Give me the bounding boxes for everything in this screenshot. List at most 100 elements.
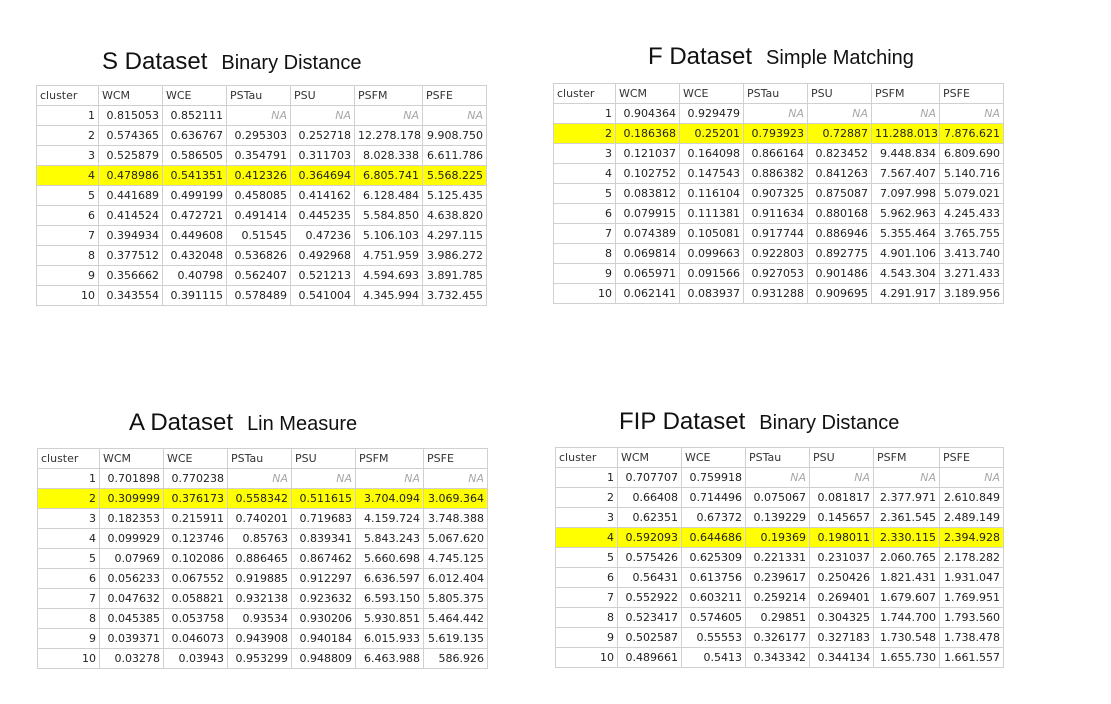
value-cell: 0.03278 (99, 648, 164, 669)
value-cell: 5.464.442 (423, 608, 488, 629)
cluster-cell: 2 (36, 125, 99, 146)
cluster-cell: 4 (555, 527, 618, 548)
cluster-cell: 4 (37, 528, 100, 549)
results-table: cluster WCM WCE PSTau PSU PSFM PSFE 1 0.701898 0.… (37, 448, 488, 669)
header-row: cluster WCM WCE PSTau PSU PSFM PSFE (36, 85, 487, 106)
value-cell: 0.356662 (98, 265, 163, 286)
value-cell: 5.067.620 (423, 528, 488, 549)
distance-measure: Binary Distance (221, 52, 362, 74)
table-row: 5 0.441689 0.499199 0.458085 0.414162 6.128.4… (36, 185, 487, 206)
value-cell: 0.354791 (226, 145, 291, 166)
column-header: cluster (37, 448, 100, 469)
value-cell: 0.927053 (743, 263, 808, 284)
value-cell: 5.106.103 (354, 225, 423, 246)
value-cell: 0.823452 (807, 143, 872, 164)
value-cell: 7.876.621 (939, 123, 1004, 144)
value-cell: 6.809.690 (939, 143, 1004, 164)
value-cell: 0.886382 (743, 163, 808, 184)
value-cell: 5.930.851 (355, 608, 424, 629)
value-cell: 0.326177 (745, 627, 810, 648)
value-cell: 0.231037 (809, 547, 874, 568)
table-row: 6 0.414524 0.472721 0.491414 0.445235 5.584.8… (36, 205, 487, 226)
value-cell: 0.929479 (679, 103, 744, 124)
value-cell: 0.841263 (807, 163, 872, 184)
table-row: 2 0.66408 0.714496 0.075067 0.081817 2.377.97… (555, 487, 1004, 508)
table-row: 2 0.186368 0.25201 0.793923 0.72887 11.288.01… (553, 123, 1004, 144)
value-cell: 11.288.013 (871, 123, 940, 144)
value-cell: 5.140.716 (939, 163, 1004, 184)
cluster-cell: 4 (36, 165, 99, 186)
value-cell: NA (743, 103, 808, 124)
table-row: 8 0.377512 0.432048 0.536826 0.492968 4.751.9… (36, 245, 487, 266)
value-cell: 4.638.820 (422, 205, 487, 226)
cluster-cell: 2 (37, 488, 100, 509)
cluster-cell: 9 (555, 627, 618, 648)
column-header: WCM (615, 83, 680, 104)
column-header: PSFM (355, 448, 424, 469)
value-cell: 0.892775 (807, 243, 872, 264)
value-cell: 0.478986 (98, 165, 163, 186)
value-cell: 0.123746 (163, 528, 228, 549)
table-row: 7 0.047632 0.058821 0.932138 0.923632 6.593.1… (37, 588, 488, 609)
distance-measure: Lin Measure (247, 413, 358, 435)
value-cell: 0.521213 (290, 265, 355, 286)
value-cell: 0.099929 (99, 528, 164, 549)
dataset-name: S Dataset (102, 48, 208, 75)
value-cell: 0.309999 (99, 488, 164, 509)
table-row: 6 0.056233 0.067552 0.919885 0.912297 6.636.5… (37, 568, 488, 589)
table-row: 7 0.552922 0.603211 0.259214 0.269401 1.679.6… (555, 587, 1004, 608)
cluster-cell: 9 (553, 263, 616, 284)
value-cell: 6.611.786 (422, 145, 487, 166)
value-cell: 0.586505 (162, 145, 227, 166)
table-row: 10 0.03278 0.03943 0.953299 0.948809 6.463.98… (37, 648, 488, 669)
value-cell: 0.29851 (745, 607, 810, 628)
value-cell: 7.097.998 (871, 183, 940, 204)
cluster-cell: 10 (555, 647, 618, 668)
column-header: PSFM (871, 83, 940, 104)
header-row: cluster WCM WCE PSTau PSU PSFM PSFE (553, 83, 1004, 104)
value-cell: 0.701898 (99, 468, 164, 489)
table-row: 3 0.182353 0.215911 0.740201 0.719683 4.159.7… (37, 508, 488, 529)
table-row: 6 0.079915 0.111381 0.911634 0.880168 5.962.9… (553, 203, 1004, 224)
value-cell: 0.552922 (617, 587, 682, 608)
value-cell: 3.271.433 (939, 263, 1004, 284)
column-header: PSFM (873, 447, 940, 468)
value-cell: 0.562407 (226, 265, 291, 286)
cluster-cell: 6 (37, 568, 100, 589)
cluster-cell: 8 (36, 245, 99, 266)
value-cell: 0.85763 (227, 528, 292, 549)
column-header: PSTau (227, 448, 292, 469)
value-cell: 0.67372 (681, 507, 746, 528)
value-cell: 0.164098 (679, 143, 744, 164)
value-cell: 0.613756 (681, 567, 746, 588)
value-cell: 0.72887 (807, 123, 872, 144)
value-cell: 0.445235 (290, 205, 355, 226)
header-row: cluster WCM WCE PSTau PSU PSFM PSFE (37, 448, 488, 469)
table-row: 8 0.523417 0.574605 0.29851 0.304325 1.744.70… (555, 607, 1004, 628)
header-row: cluster WCM WCE PSTau PSU PSFM PSFE (555, 447, 1004, 468)
value-cell: 0.558342 (227, 488, 292, 509)
panel-title: F Dataset Simple Matching (648, 43, 914, 71)
column-header: PSFM (354, 85, 423, 106)
value-cell: 0.311703 (290, 145, 355, 166)
value-cell: 0.541004 (290, 285, 355, 306)
value-cell: 0.376173 (163, 488, 228, 509)
value-cell: 0.145657 (809, 507, 874, 528)
value-cell: 4.291.917 (871, 283, 940, 304)
column-header: WCE (681, 447, 746, 468)
value-cell: 0.909695 (807, 283, 872, 304)
value-cell: 0.523417 (617, 607, 682, 628)
column-header: cluster (36, 85, 99, 106)
value-cell: 0.62351 (617, 507, 682, 528)
cluster-cell: 8 (555, 607, 618, 628)
value-cell: 6.012.404 (423, 568, 488, 589)
value-cell: 0.592093 (617, 527, 682, 548)
value-cell: 0.917744 (743, 223, 808, 244)
value-cell: 0.19369 (745, 527, 810, 548)
table-row: 9 0.065971 0.091566 0.927053 0.901486 4.543.3… (553, 263, 1004, 284)
value-cell: 0.039371 (99, 628, 164, 649)
table-row: 1 0.904364 0.929479 NA NA NA NA (553, 103, 1004, 124)
value-cell: 3.732.455 (422, 285, 487, 306)
value-cell: NA (745, 467, 810, 488)
cluster-cell: 5 (555, 547, 618, 568)
